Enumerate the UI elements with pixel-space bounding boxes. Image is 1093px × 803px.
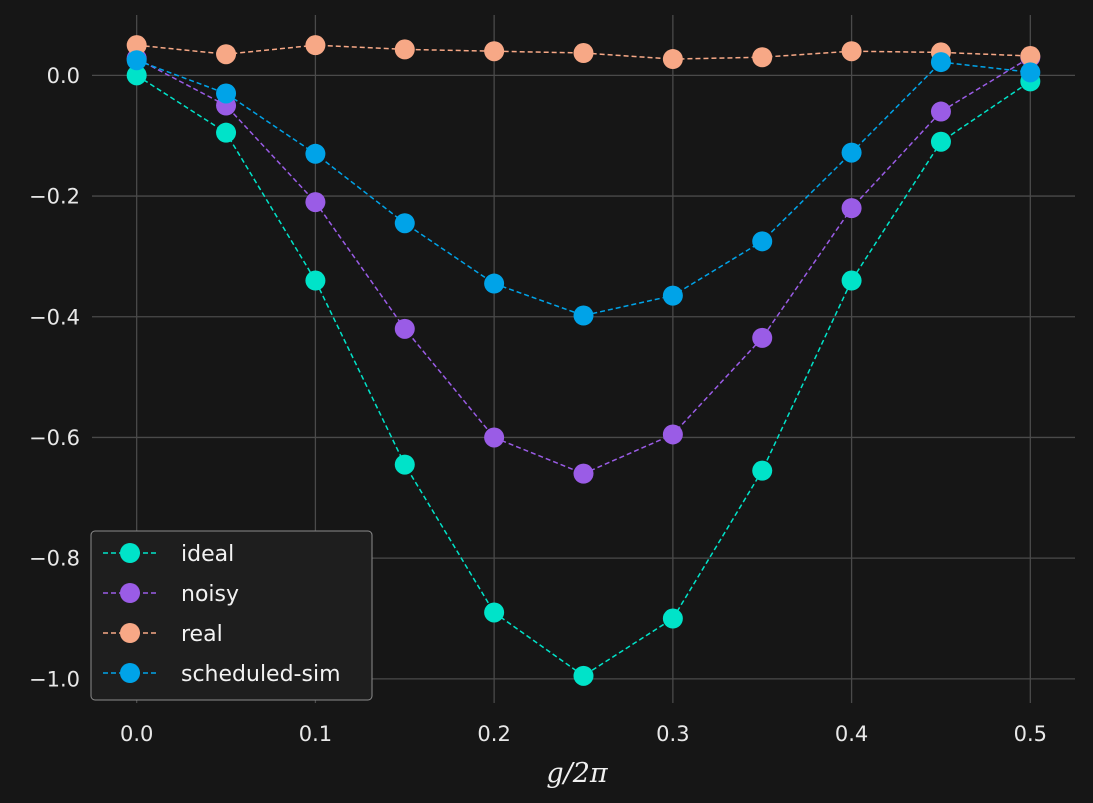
data-point	[662, 608, 683, 629]
data-point	[573, 463, 594, 484]
legend-label: ideal	[181, 542, 234, 567]
data-point	[216, 122, 237, 143]
data-point	[394, 454, 415, 475]
data-point	[216, 44, 237, 65]
y-tick-label: −1.0	[29, 667, 80, 691]
legend: ideal noisy real scheduled-sim	[90, 530, 373, 701]
x-tick-label: 0.3	[656, 722, 689, 746]
series-noisy	[126, 47, 1041, 484]
y-tick-label: 0.0	[47, 64, 80, 88]
data-point	[662, 49, 683, 70]
data-point	[484, 41, 505, 62]
x-tick-label: 0.0	[120, 722, 153, 746]
y-tick-label: −0.8	[29, 547, 80, 571]
tick-labels: 0.0 0.1 0.2 0.3 0.4 0.5 0.0 −0.2 −0.4 −0.6 −0.8 −1.…	[29, 64, 1047, 746]
data-point	[930, 101, 951, 122]
data-point	[305, 270, 326, 291]
data-point	[394, 318, 415, 339]
data-point	[752, 327, 773, 348]
legend-label: scheduled-sim	[181, 662, 341, 687]
series-line	[136, 44, 1031, 60]
legend-marker	[120, 583, 140, 603]
data-point	[126, 35, 147, 56]
legend-item: real	[103, 622, 223, 647]
x-tick-label: 0.2	[477, 722, 510, 746]
y-tick-label: −0.6	[29, 426, 80, 450]
data-point	[126, 50, 147, 71]
series	[126, 35, 1041, 686]
legend-label: real	[181, 622, 223, 647]
legend-frame	[90, 530, 373, 701]
data-point	[841, 41, 862, 62]
data-point	[484, 427, 505, 448]
x-axis-label: g/2π	[546, 758, 609, 789]
y-tick-label: −0.2	[29, 185, 80, 209]
legend-marker	[120, 543, 140, 563]
data-point	[930, 52, 951, 73]
data-point	[752, 460, 773, 481]
data-point	[394, 39, 415, 60]
series-line	[136, 56, 1031, 475]
legend-marker	[120, 663, 140, 683]
legend-marker	[120, 623, 140, 643]
data-point	[752, 231, 773, 252]
data-point	[305, 192, 326, 213]
legend-item: scheduled-sim	[103, 662, 341, 687]
series-scheduled-sim	[126, 50, 1041, 326]
data-point	[841, 270, 862, 291]
data-point	[662, 285, 683, 306]
data-point	[1020, 46, 1041, 67]
x-tick-label: 0.5	[1014, 722, 1047, 746]
series-line	[136, 59, 1031, 317]
data-point	[573, 305, 594, 326]
data-point	[484, 602, 505, 623]
legend-item: noisy	[103, 582, 239, 607]
x-tick-label: 0.4	[835, 722, 868, 746]
data-point	[662, 424, 683, 445]
legend-label: noisy	[181, 582, 239, 607]
data-point	[841, 198, 862, 219]
data-point	[573, 665, 594, 686]
data-point	[126, 65, 147, 86]
data-point	[305, 35, 326, 56]
data-point	[752, 47, 773, 68]
legend-item: ideal	[103, 542, 234, 567]
data-point	[930, 131, 951, 152]
data-point	[305, 143, 326, 164]
series-real	[126, 35, 1041, 70]
y-tick-label: −0.4	[29, 305, 80, 329]
data-point	[841, 142, 862, 163]
data-point	[484, 273, 505, 294]
data-point	[573, 43, 594, 64]
x-tick-label: 0.1	[299, 722, 332, 746]
data-point	[394, 213, 415, 234]
data-point	[216, 83, 237, 104]
data-point	[1020, 62, 1041, 83]
